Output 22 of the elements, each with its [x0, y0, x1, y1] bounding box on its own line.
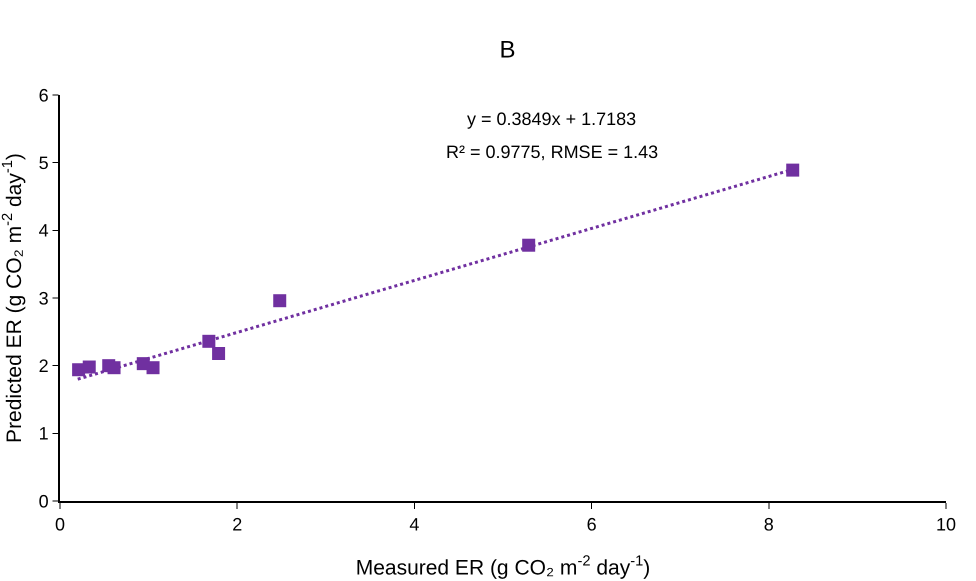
- y-tick-label: 5: [38, 152, 49, 173]
- y-tick-label: 6: [38, 85, 49, 106]
- annotation: y = 0.3849x + 1.7183: [467, 109, 636, 129]
- annotation: R² = 0.9775, RMSE = 1.43: [446, 142, 658, 162]
- x-tick-label: 0: [54, 514, 66, 534]
- chart-title: B: [500, 36, 516, 64]
- y-tick-label: 1: [38, 424, 49, 444]
- y-tick-label: 3: [38, 288, 49, 308]
- point: [82, 360, 96, 374]
- x-tick-label: 4: [409, 514, 420, 534]
- x-tick-label: 2: [232, 514, 242, 534]
- point: [212, 346, 226, 360]
- y-tick-label: 2: [38, 356, 49, 376]
- y-tick-label: 0: [38, 491, 49, 512]
- y-tick-label: 4: [38, 220, 49, 241]
- point: [146, 361, 160, 374]
- point: [273, 294, 286, 308]
- x-tick-label: 6: [586, 514, 597, 534]
- x-tick-label: 8: [764, 514, 774, 534]
- x-tick-label: 10: [936, 514, 956, 534]
- point: [786, 164, 800, 177]
- x-axis-title: Measured ER (g CO₂ m$^{-2}$ day$^{-1}$): [356, 554, 650, 580]
